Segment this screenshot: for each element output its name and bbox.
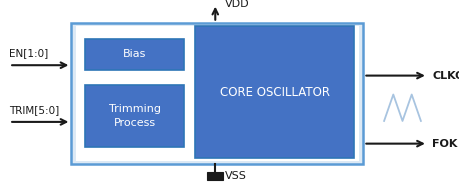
Bar bbox=[71, 23, 363, 164]
Text: Trimming
Process: Trimming Process bbox=[108, 104, 160, 128]
Bar bbox=[85, 39, 184, 70]
Text: VSS: VSS bbox=[225, 171, 247, 181]
Text: VDD: VDD bbox=[224, 0, 249, 9]
Bar bbox=[195, 26, 353, 158]
Bar bbox=[207, 172, 223, 180]
Bar bbox=[85, 85, 184, 147]
Bar bbox=[76, 26, 358, 161]
Text: CORE OSCILLATOR: CORE OSCILLATOR bbox=[219, 86, 329, 99]
Text: FOK: FOK bbox=[431, 139, 457, 149]
Text: TRIM[5:0]: TRIM[5:0] bbox=[9, 105, 59, 115]
Text: CLKOUT: CLKOUT bbox=[431, 71, 459, 81]
Text: Bias: Bias bbox=[123, 49, 146, 59]
Text: EN[1:0]: EN[1:0] bbox=[9, 48, 48, 58]
